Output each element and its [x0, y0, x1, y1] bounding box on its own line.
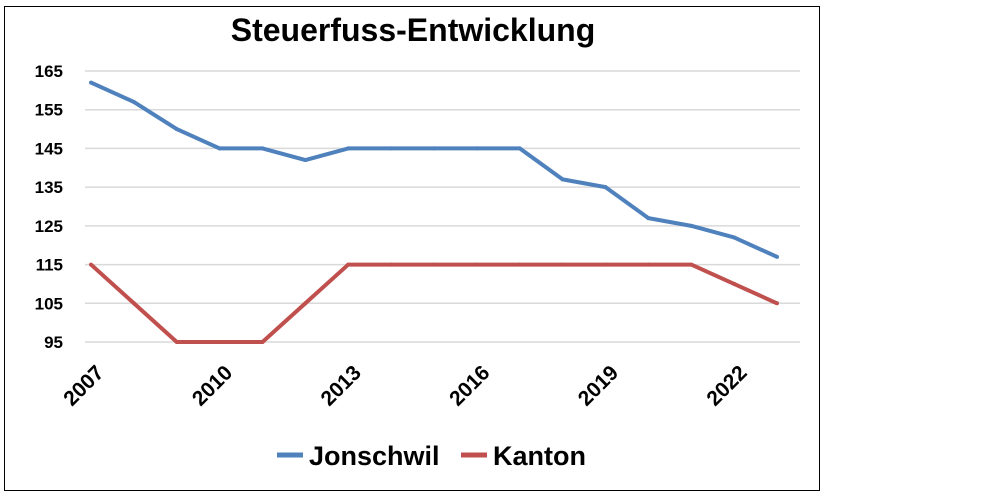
data-point-kanton-2021	[689, 262, 694, 267]
data-point-kanton-2007	[89, 262, 93, 267]
data-point-jonschwil-2011	[260, 146, 265, 151]
data-point-jonschwil-2021	[689, 223, 694, 228]
data-point-jonschwil-2007	[89, 80, 93, 85]
data-point-kanton-2019	[603, 262, 608, 267]
x-tick-label-2013: 2013	[316, 361, 365, 410]
x-axis-ticks: 2007 2010 2013 2016 2019 2022	[59, 361, 751, 410]
data-point-jonschwil-2023	[775, 254, 779, 259]
x-tick-label-2016: 2016	[445, 361, 494, 410]
series-line-jonschwil	[90, 80, 778, 259]
y-axis-ticks: 95 105 115 125 135 145 155 165	[35, 62, 63, 352]
y-tick-label-125: 125	[35, 217, 63, 236]
data-point-kanton-2008	[131, 301, 136, 306]
y-tick-label-145: 145	[35, 139, 63, 158]
data-point-jonschwil-2017	[517, 146, 522, 151]
chart-frame: Steuerfuss-Entwicklung 95 105 115 125 135 145…	[4, 6, 820, 491]
y-tick-label-105: 105	[35, 294, 63, 313]
data-point-jonschwil-2018	[560, 177, 565, 182]
data-point-kanton-2018	[560, 262, 565, 267]
data-point-kanton-2014	[389, 262, 394, 267]
data-point-kanton-2012	[303, 301, 308, 306]
legend-label-kanton: Kanton	[493, 441, 586, 471]
y-tick-label-95: 95	[44, 333, 63, 352]
data-point-jonschwil-2010	[217, 146, 222, 151]
data-point-kanton-2013	[346, 262, 351, 267]
data-point-jonschwil-2022	[732, 235, 737, 240]
legend-label-jonschwil: Jonschwil	[309, 441, 440, 471]
data-point-kanton-2023	[775, 301, 779, 306]
y-tick-label-115: 115	[36, 256, 63, 275]
data-point-kanton-2017	[517, 262, 522, 267]
x-tick-label-2007: 2007	[59, 361, 108, 410]
data-point-jonschwil-2015	[432, 146, 436, 151]
y-tick-label-135: 135	[35, 178, 63, 197]
data-point-jonschwil-2008	[131, 99, 136, 104]
x-tick-label-2010: 2010	[188, 361, 237, 410]
data-point-kanton-2015	[432, 262, 436, 267]
gridlines	[85, 70, 800, 343]
x-tick-label-2022: 2022	[702, 361, 751, 410]
data-point-kanton-2020	[646, 262, 651, 267]
data-point-jonschwil-2019	[603, 185, 608, 190]
data-point-kanton-2022	[732, 281, 737, 286]
data-point-kanton-2016	[474, 262, 479, 267]
data-point-jonschwil-2012	[303, 158, 308, 163]
data-point-kanton-2010	[217, 340, 222, 344]
series-lines	[89, 80, 779, 344]
data-point-jonschwil-2016	[474, 146, 479, 151]
data-point-jonschwil-2014	[389, 146, 394, 151]
y-tick-label-165: 165	[35, 62, 63, 81]
line-chart: Steuerfuss-Entwicklung 95 105 115 125 135 145…	[35, 12, 800, 471]
data-point-kanton-2011	[260, 340, 265, 344]
data-point-kanton-2009	[174, 340, 179, 344]
data-point-jonschwil-2013	[346, 146, 351, 151]
data-point-jonschwil-2009	[174, 127, 179, 132]
y-tick-label-155: 155	[35, 101, 63, 120]
data-point-jonschwil-2020	[646, 216, 651, 221]
x-tick-label-2019: 2019	[574, 361, 623, 410]
legend: Jonschwil Kanton	[277, 441, 586, 471]
chart-title: Steuerfuss-Entwicklung	[231, 12, 596, 48]
